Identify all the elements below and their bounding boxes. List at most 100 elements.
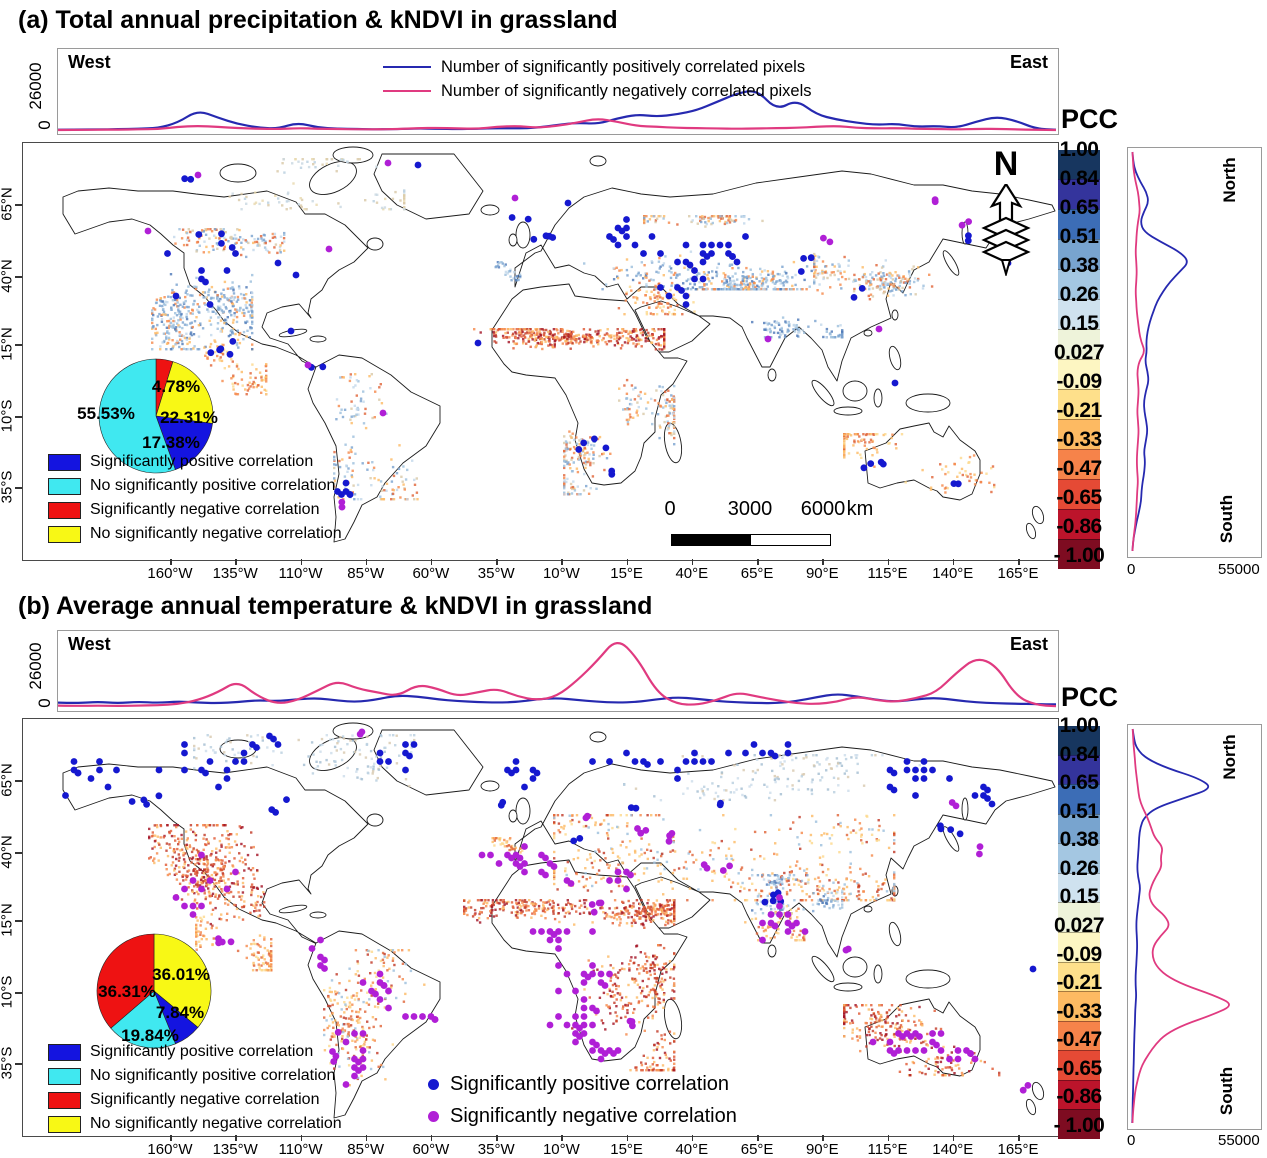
- colorbar-segment-1: [1058, 754, 1100, 785]
- lon-label-9: 65°E: [740, 565, 774, 582]
- colorbar-segment-3: [1058, 813, 1100, 844]
- legend-row-2: Significantly negative correlation: [48, 499, 319, 521]
- scalebar-white-segment: [751, 534, 831, 546]
- profile-b-ymin-label: 0: [35, 698, 54, 708]
- lat-tick-2: [15, 344, 22, 346]
- lon-tick-5: [496, 559, 498, 565]
- lon-tick-6: [561, 559, 563, 565]
- profile-series-1: [58, 118, 1056, 132]
- lon-tick-12: [952, 559, 955, 565]
- positive-correlation-dots: [62, 732, 1037, 973]
- lat-label-3: 10°S: [0, 399, 16, 433]
- legend-row-1: No significantly positive correlation: [48, 475, 335, 497]
- pie-slice-label-1: 22.31%: [160, 408, 218, 427]
- lon-label-1: 135°W: [212, 1141, 258, 1158]
- lon-label-3: 85°W: [347, 565, 385, 582]
- colorbar-tick-11: -0.47: [1056, 457, 1102, 480]
- lon-tick-8: [691, 1135, 694, 1141]
- lon-label-2: 110°W: [278, 565, 323, 582]
- lon-label-7: 15°E: [610, 1141, 643, 1158]
- lat-tick-2: [15, 920, 22, 922]
- lat-tick-0: [15, 780, 22, 782]
- colorbar-tick-14: - 1.00: [1053, 1114, 1105, 1137]
- density-a-x0: 0: [1127, 561, 1136, 578]
- lon-tick-8: [691, 559, 694, 565]
- colorbar-segment-2: [1058, 784, 1100, 814]
- lat-label-4: 35°S: [0, 470, 16, 504]
- lon-label-3: 85°W: [347, 1141, 385, 1158]
- positive-line-swatch: [383, 66, 431, 68]
- legend-label-1: No significantly positive correlation: [90, 477, 336, 494]
- lon-tick-2: [300, 559, 302, 565]
- colorbar-segment-13: [1058, 1109, 1100, 1139]
- density-b-plot: [1131, 728, 1230, 1124]
- correlation-legend-a: Significantly positive correlation No sig…: [26, 451, 356, 557]
- negative-dot-label: Significantly negative correlation: [450, 1105, 737, 1127]
- profile-b-west-label: West: [68, 634, 111, 654]
- colorbar-tick-13: -0.86: [1056, 1085, 1102, 1109]
- lon-tick-7: [626, 559, 629, 565]
- scalebar-3000: 3000: [727, 498, 773, 520]
- lon-label-8: 40°E: [675, 565, 709, 582]
- pie-slice-label-0: 4.78%: [152, 377, 200, 396]
- pie-slice-label-2: 17.38%: [142, 433, 200, 452]
- lon-label-5: 35°W: [477, 565, 515, 582]
- lon-label-11: 115°E: [867, 1141, 908, 1158]
- lat-label-3: 10°S: [0, 975, 16, 1009]
- lon-tick-1: [235, 559, 237, 565]
- density-b-north-label: North: [1219, 734, 1239, 780]
- legend-swatch-1: [48, 1067, 81, 1085]
- legend-label-3: No significantly negative correlation: [90, 525, 342, 542]
- profile-a-ymax-label: 26000: [26, 62, 45, 110]
- lat-tick-1: [15, 276, 22, 278]
- lon-label-2: 110°W: [278, 1141, 323, 1158]
- lon-label-9: 65°E: [740, 1141, 774, 1158]
- colorbar-tick-1: 0.84: [1059, 167, 1099, 190]
- colorbar-tick-2: 0.65: [1059, 771, 1099, 795]
- positive-dot-label: Significantly positive correlation: [450, 1073, 730, 1095]
- colorbar-tick-7: 0.027: [1053, 914, 1105, 937]
- colorbar-segment-9: [1058, 991, 1100, 1021]
- legend-swatch-0: [48, 453, 81, 471]
- profile-a-plot: [58, 90, 1056, 132]
- lon-label-0: 160°W: [147, 1141, 193, 1158]
- profile-a-east-label: East: [1009, 52, 1048, 72]
- legend-swatch-3: [48, 1115, 81, 1133]
- colorbar-segment-10: [1058, 1020, 1100, 1051]
- negative-dot-swatch: [428, 1111, 439, 1122]
- density-series-0: [1131, 151, 1188, 552]
- colorbar-segment-10: [1058, 449, 1100, 479]
- colorbar-tick-14: - 1.00: [1053, 544, 1105, 567]
- colorbar-tick-13: -0.86: [1056, 515, 1102, 538]
- pie-slice-2: [110, 990, 176, 1049]
- lon-label-13: 165°E: [997, 565, 1039, 582]
- colorbar-tick-0: 1.00: [1059, 714, 1099, 737]
- lat-tick-4: [15, 1063, 22, 1065]
- dot-legend-positive: Significantly positive correlation: [428, 1073, 729, 1096]
- density-a-x1: 55000: [1218, 561, 1260, 578]
- lon-tick-13: [1018, 1135, 1020, 1141]
- pcc-colorbar-title-b: PCC: [1061, 682, 1119, 712]
- lon-tick-10: [822, 1135, 824, 1141]
- legend-label-3: No significantly negative correlation: [90, 1115, 342, 1132]
- scale-bar: 0 3000 6000 km: [623, 498, 883, 553]
- lat-label-2: 15°N: [0, 327, 16, 361]
- colorbar-tick-10: -0.33: [1056, 999, 1102, 1023]
- pie-slice-label-1: 7.84%: [156, 1003, 204, 1022]
- colorbar-segment-11: [1058, 479, 1100, 509]
- lat-tick-0: [15, 204, 22, 206]
- lat-label-2: 15°N: [0, 903, 16, 937]
- pcc-raster-speckle: [151, 158, 996, 501]
- colorbar-segment-12: [1058, 509, 1100, 539]
- lon-tick-3: [365, 559, 368, 565]
- pie-slice-0: [153, 933, 212, 1028]
- scalebar-black-segment: [671, 534, 753, 546]
- colorbar-segment-5: [1058, 872, 1100, 903]
- lat-label-1: 40°N: [0, 835, 16, 869]
- legend-row-1: No significantly positive correlation: [48, 1065, 335, 1087]
- lon-label-11: 115°E: [867, 565, 908, 582]
- pcc-colorbar-title-a: PCC: [1061, 104, 1119, 134]
- colorbar-tick-3: 0.51: [1059, 225, 1099, 248]
- lon-tick-11: [887, 1135, 889, 1141]
- lat-label-0: 65°N: [0, 763, 16, 797]
